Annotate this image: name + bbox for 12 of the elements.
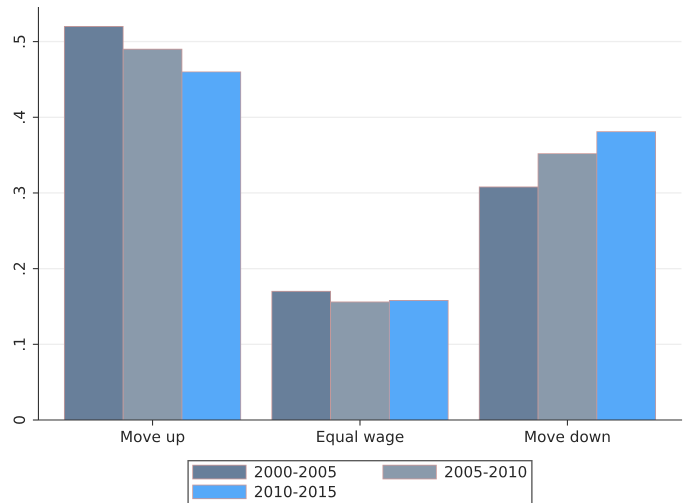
y-tick-label: .4 [14,110,25,123]
y-tick-label: .3 [14,186,26,199]
legend-label: 2000-2005 [254,466,336,478]
y-tick-label: .1 [14,338,25,350]
y-tick-label: 0 [14,416,26,424]
y-tick-label: .5 [14,36,26,48]
x-tick-label: Move down [525,430,610,442]
x-tick-label: Equal wage [317,430,404,446]
x-tick-label: Move up [121,430,184,446]
legend-label: 2005-2010 [445,466,526,478]
y-tick-label: .2 [14,262,25,274]
legend-label: 2010-2015 [254,486,336,498]
